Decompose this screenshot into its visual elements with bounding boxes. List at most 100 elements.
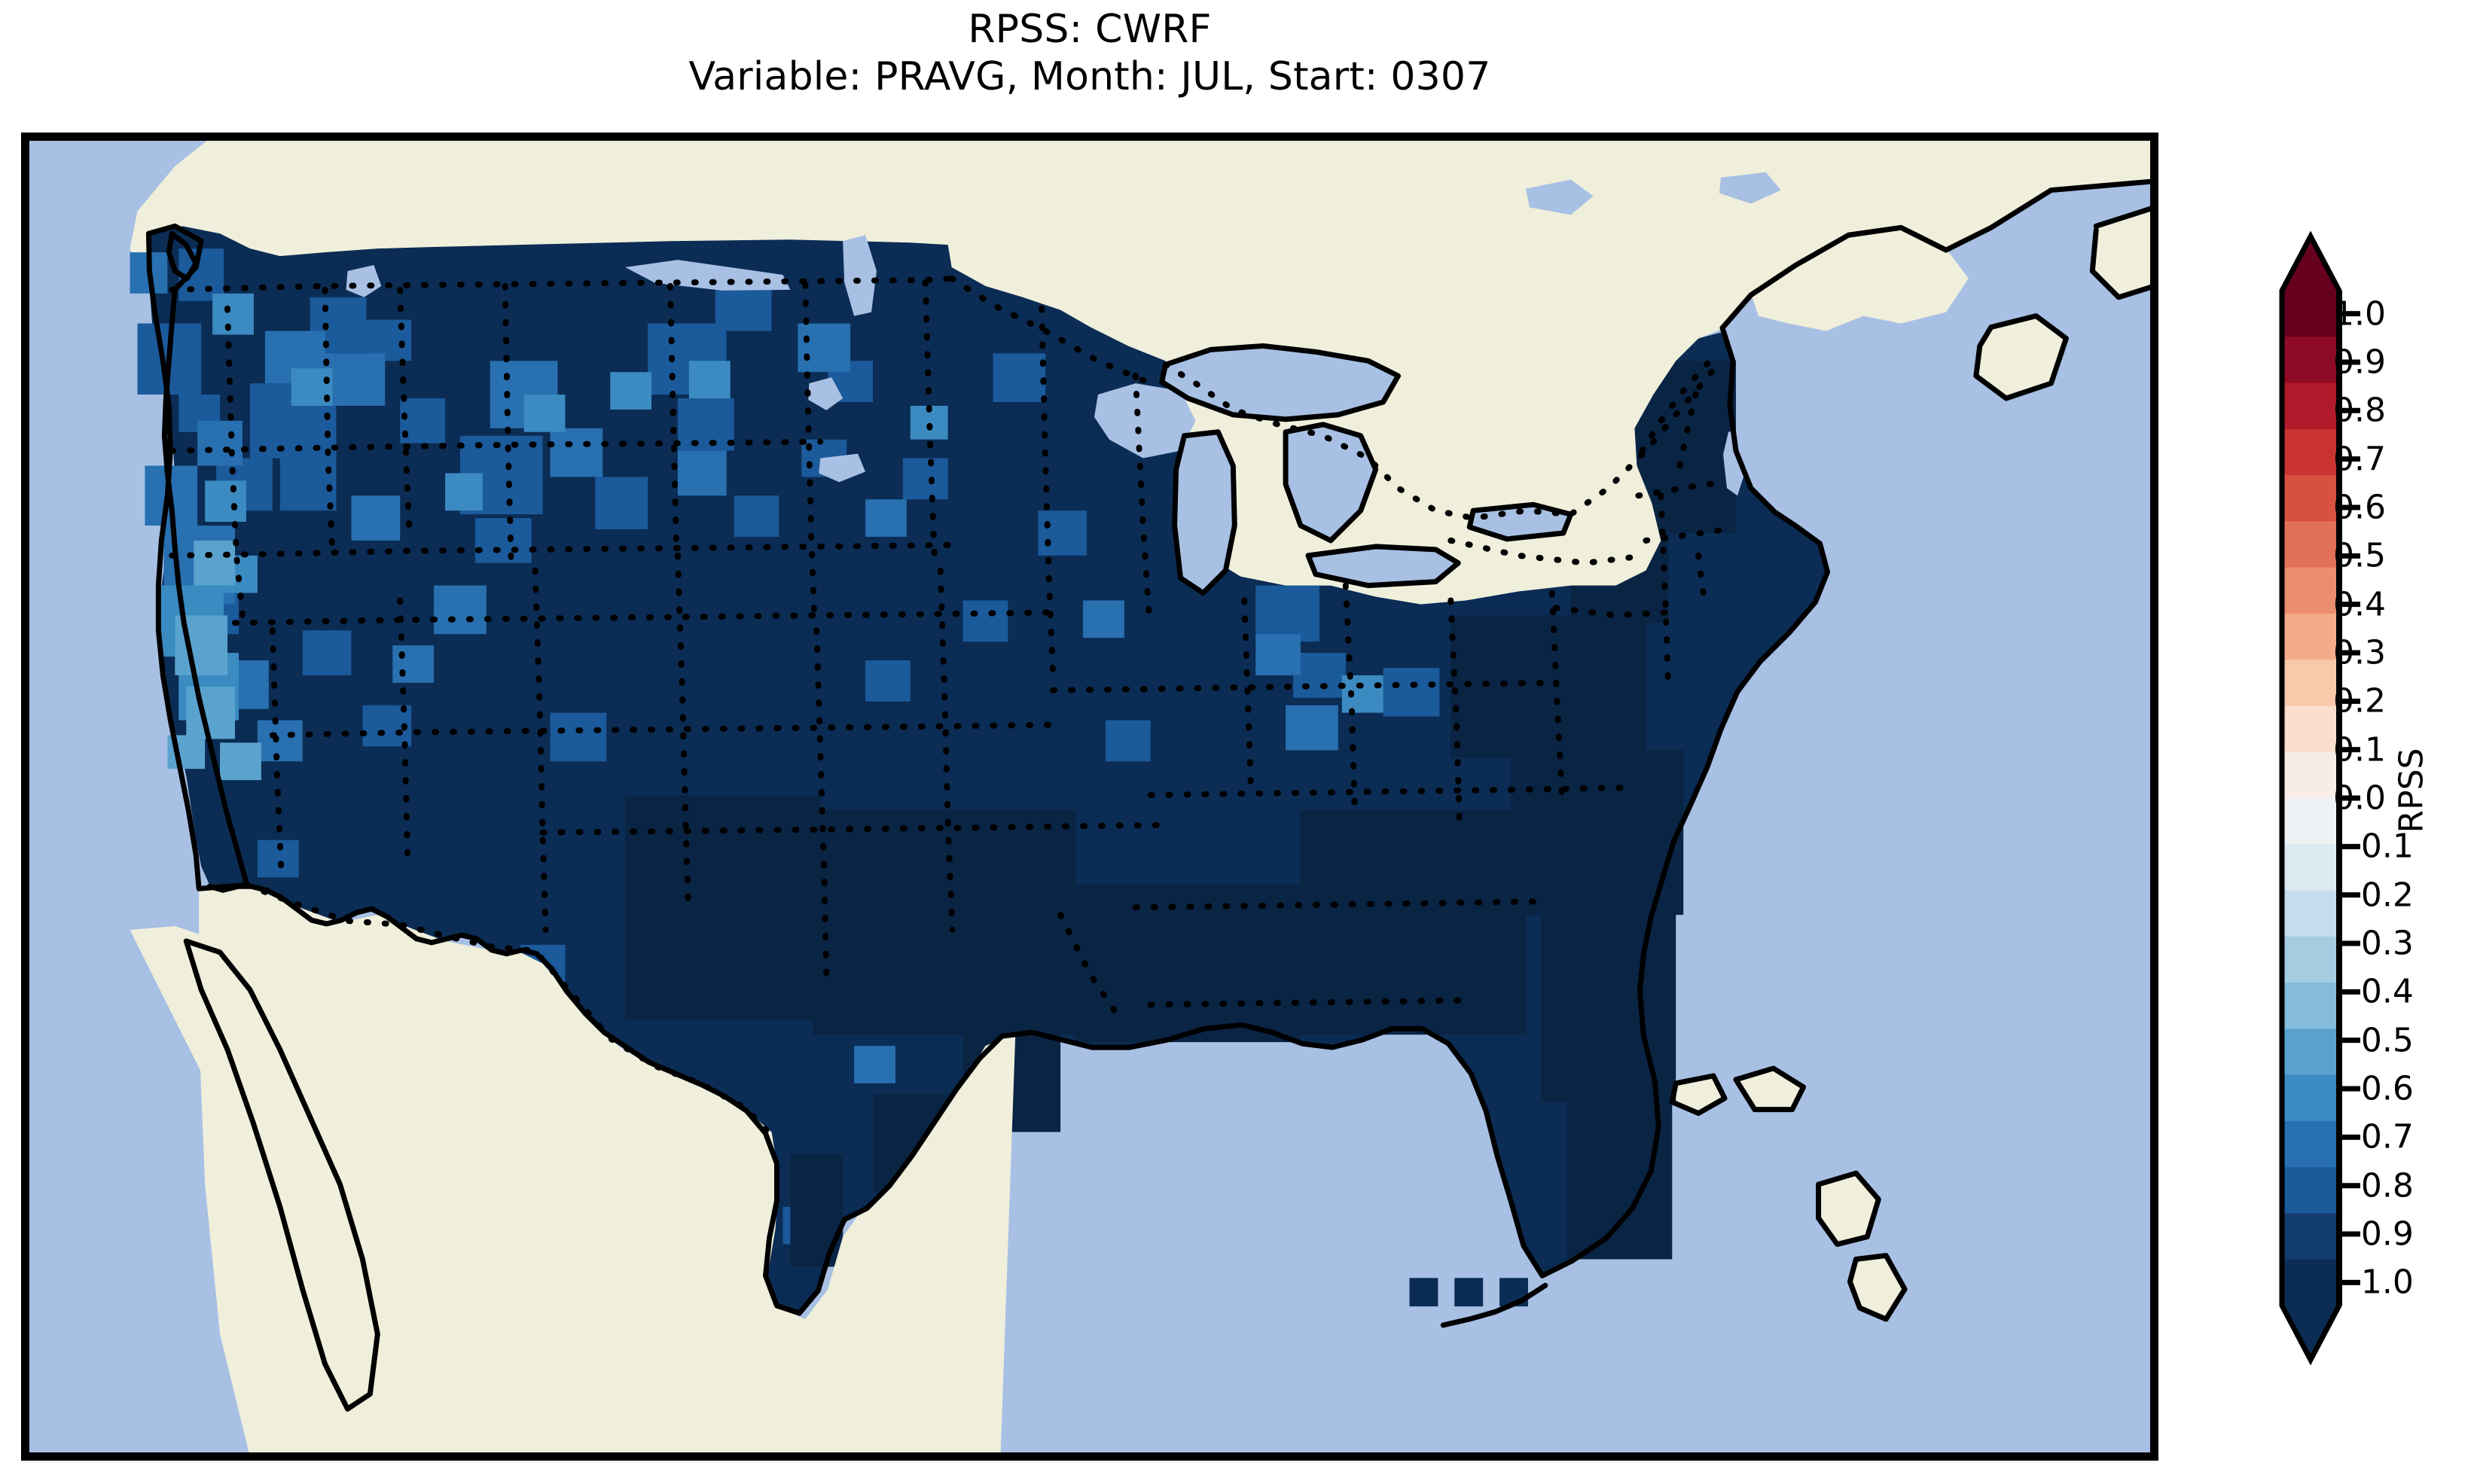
colorbar-band <box>2282 337 2339 384</box>
coast-nova-scotia <box>1973 313 2069 401</box>
mexico-land-overlay <box>199 887 1016 1457</box>
colorbar-band <box>2282 567 2339 614</box>
colorbar-band <box>2282 382 2339 430</box>
rpss-cells-level-neg05 <box>167 540 261 781</box>
state-border-v8 <box>1039 305 1057 678</box>
state-border-h12 <box>1057 912 1124 1023</box>
colorbar-ticks <box>2339 311 2360 1285</box>
border-us-mexico <box>243 882 779 1143</box>
border-layer <box>169 275 1735 1143</box>
lake-winnipeg-top <box>843 235 877 316</box>
coast-newfoundland <box>2089 204 2155 300</box>
coast-lake-huron <box>1283 422 1379 544</box>
lake-superior-top <box>1161 346 1399 419</box>
state-border-h7 <box>1147 785 1634 798</box>
conus-base-fill <box>148 226 1826 1312</box>
coast-bahamas-4 <box>1669 1073 1728 1117</box>
colorbar-tick-label: 0.0 <box>2333 779 2386 818</box>
state-border-v20 <box>1658 492 1672 693</box>
state-border-h2 <box>169 541 951 559</box>
colorbar-extend-up-arrow <box>2282 236 2339 291</box>
state-border-v12 <box>1447 597 1463 836</box>
coast-baja <box>183 938 380 1412</box>
state-border-v11 <box>1342 582 1358 813</box>
newfoundland-tip-land <box>2092 207 2155 297</box>
state-border-ne1 <box>1639 358 1713 454</box>
colorbar-tick-label: −0.7 <box>2333 1117 2414 1156</box>
colorbar-bands <box>2282 291 2339 1306</box>
bahamas-land-2 <box>1850 1255 1905 1320</box>
state-border-v6 <box>802 281 818 619</box>
state-border-v17 <box>674 552 691 911</box>
colorbar-band <box>2282 1167 2339 1214</box>
inland-lake-d-top <box>819 453 866 483</box>
lake-champlain-top <box>1723 428 1747 496</box>
state-border-ne2 <box>1676 380 1702 469</box>
state-border-v7 <box>922 279 938 559</box>
state-border-v15 <box>397 597 411 858</box>
colorbar-tick-label: −0.4 <box>2333 972 2414 1011</box>
coast-canada-east <box>1719 178 2155 331</box>
inland-lake-a-top <box>346 265 382 297</box>
colorbar-band <box>2282 291 2339 338</box>
rpss-cells-level-neg10 <box>625 361 1736 1267</box>
colorbar-svg[interactable] <box>2279 226 2460 1370</box>
title-line-2: Variable: PRAVG, Month: JUL, Start: 0307 <box>688 54 1491 100</box>
state-border-h6 <box>1050 679 1555 693</box>
colorbar-band <box>2282 1259 2339 1306</box>
state-border-h5 <box>539 821 1161 836</box>
coast-lake-michigan <box>1172 429 1237 596</box>
nova-scotia-land <box>1975 315 2067 399</box>
colorbar-band <box>2282 890 2339 937</box>
state-border-h9 <box>1147 997 1477 1008</box>
state-border-ne4 <box>1643 526 1735 544</box>
colorbar-tick-label: 0.3 <box>2333 633 2386 672</box>
state-border-h4 <box>269 721 1057 739</box>
title-line-1: RPSS: CWRF <box>968 7 1212 52</box>
coast-bahamas-2 <box>1847 1253 1908 1322</box>
state-border-v4 <box>397 286 413 529</box>
colorbar-band <box>2282 475 2339 523</box>
lake-ontario-top <box>1469 504 1571 539</box>
colorbar-tick-label: −0.2 <box>2333 876 2414 915</box>
state-border-v10 <box>1241 597 1255 798</box>
colorbar-tick-label: 0.7 <box>2333 440 2386 479</box>
colorbar-tick-label: 0.8 <box>2333 391 2386 430</box>
state-border-h1 <box>169 438 824 454</box>
lake-michigan-top <box>1174 431 1235 593</box>
colorbar-extend-down-arrow <box>2282 1306 2339 1360</box>
colorbar-tick-label: 0.5 <box>2333 536 2386 575</box>
colorbar-tick-label: −0.5 <box>2333 1021 2414 1060</box>
coast-east <box>954 325 1831 1278</box>
state-border-v5 <box>667 282 679 544</box>
state-border-v18 <box>813 627 830 978</box>
colorbar-tick-label: 1.0 <box>2333 294 2386 334</box>
coast-lake-superior <box>1159 343 1402 422</box>
coast-mexico-gulf <box>206 883 960 1316</box>
coast-bahamas-1 <box>1816 1170 1881 1248</box>
coast-puget-sound <box>166 230 199 282</box>
colorbar-tick-labels: 1.0 0.9 0.8 0.7 0.6 0.5 0.4 0.3 0.2 0.1 0.0 −0.1 −0.… <box>2333 226 2424 1370</box>
colorbar[interactable]: 1.0 0.9 0.8 0.7 0.6 0.5 0.4 0.3 0.2 0.1 0.0 −0.1 −0.… <box>2279 226 2460 1370</box>
state-border-v3 <box>224 305 246 619</box>
state-border-v14 <box>269 627 285 881</box>
colorbar-band <box>2282 936 2339 983</box>
coast-west <box>145 223 250 891</box>
coast-bahamas-3 <box>1733 1065 1807 1113</box>
colorbar-tick-label: 0.9 <box>2333 343 2386 382</box>
lake-huron-top <box>1286 424 1376 541</box>
colorbar-tick-label: 0.1 <box>2333 730 2386 769</box>
colorbar-tick-label: −1.0 <box>2333 1263 2414 1302</box>
colorbar-tick-label: 0.4 <box>2333 585 2386 624</box>
colorbar-band <box>2282 705 2339 753</box>
colorbar-band <box>2282 751 2339 799</box>
map-axes <box>21 133 2158 1461</box>
great-slave-lake-top <box>1094 383 1196 459</box>
colorbar-band <box>2282 428 2339 476</box>
colorbar-tick-label: 0.6 <box>2333 488 2386 527</box>
colorbar-band <box>2282 613 2339 660</box>
land-overlay <box>199 136 2155 1457</box>
state-border-h8 <box>1132 898 1544 911</box>
colorbar-tick-label: 0.2 <box>2333 681 2386 721</box>
figure-title: RPSS: CWRF Variable: PRAVG, Month: JUL, … <box>21 6 2158 102</box>
